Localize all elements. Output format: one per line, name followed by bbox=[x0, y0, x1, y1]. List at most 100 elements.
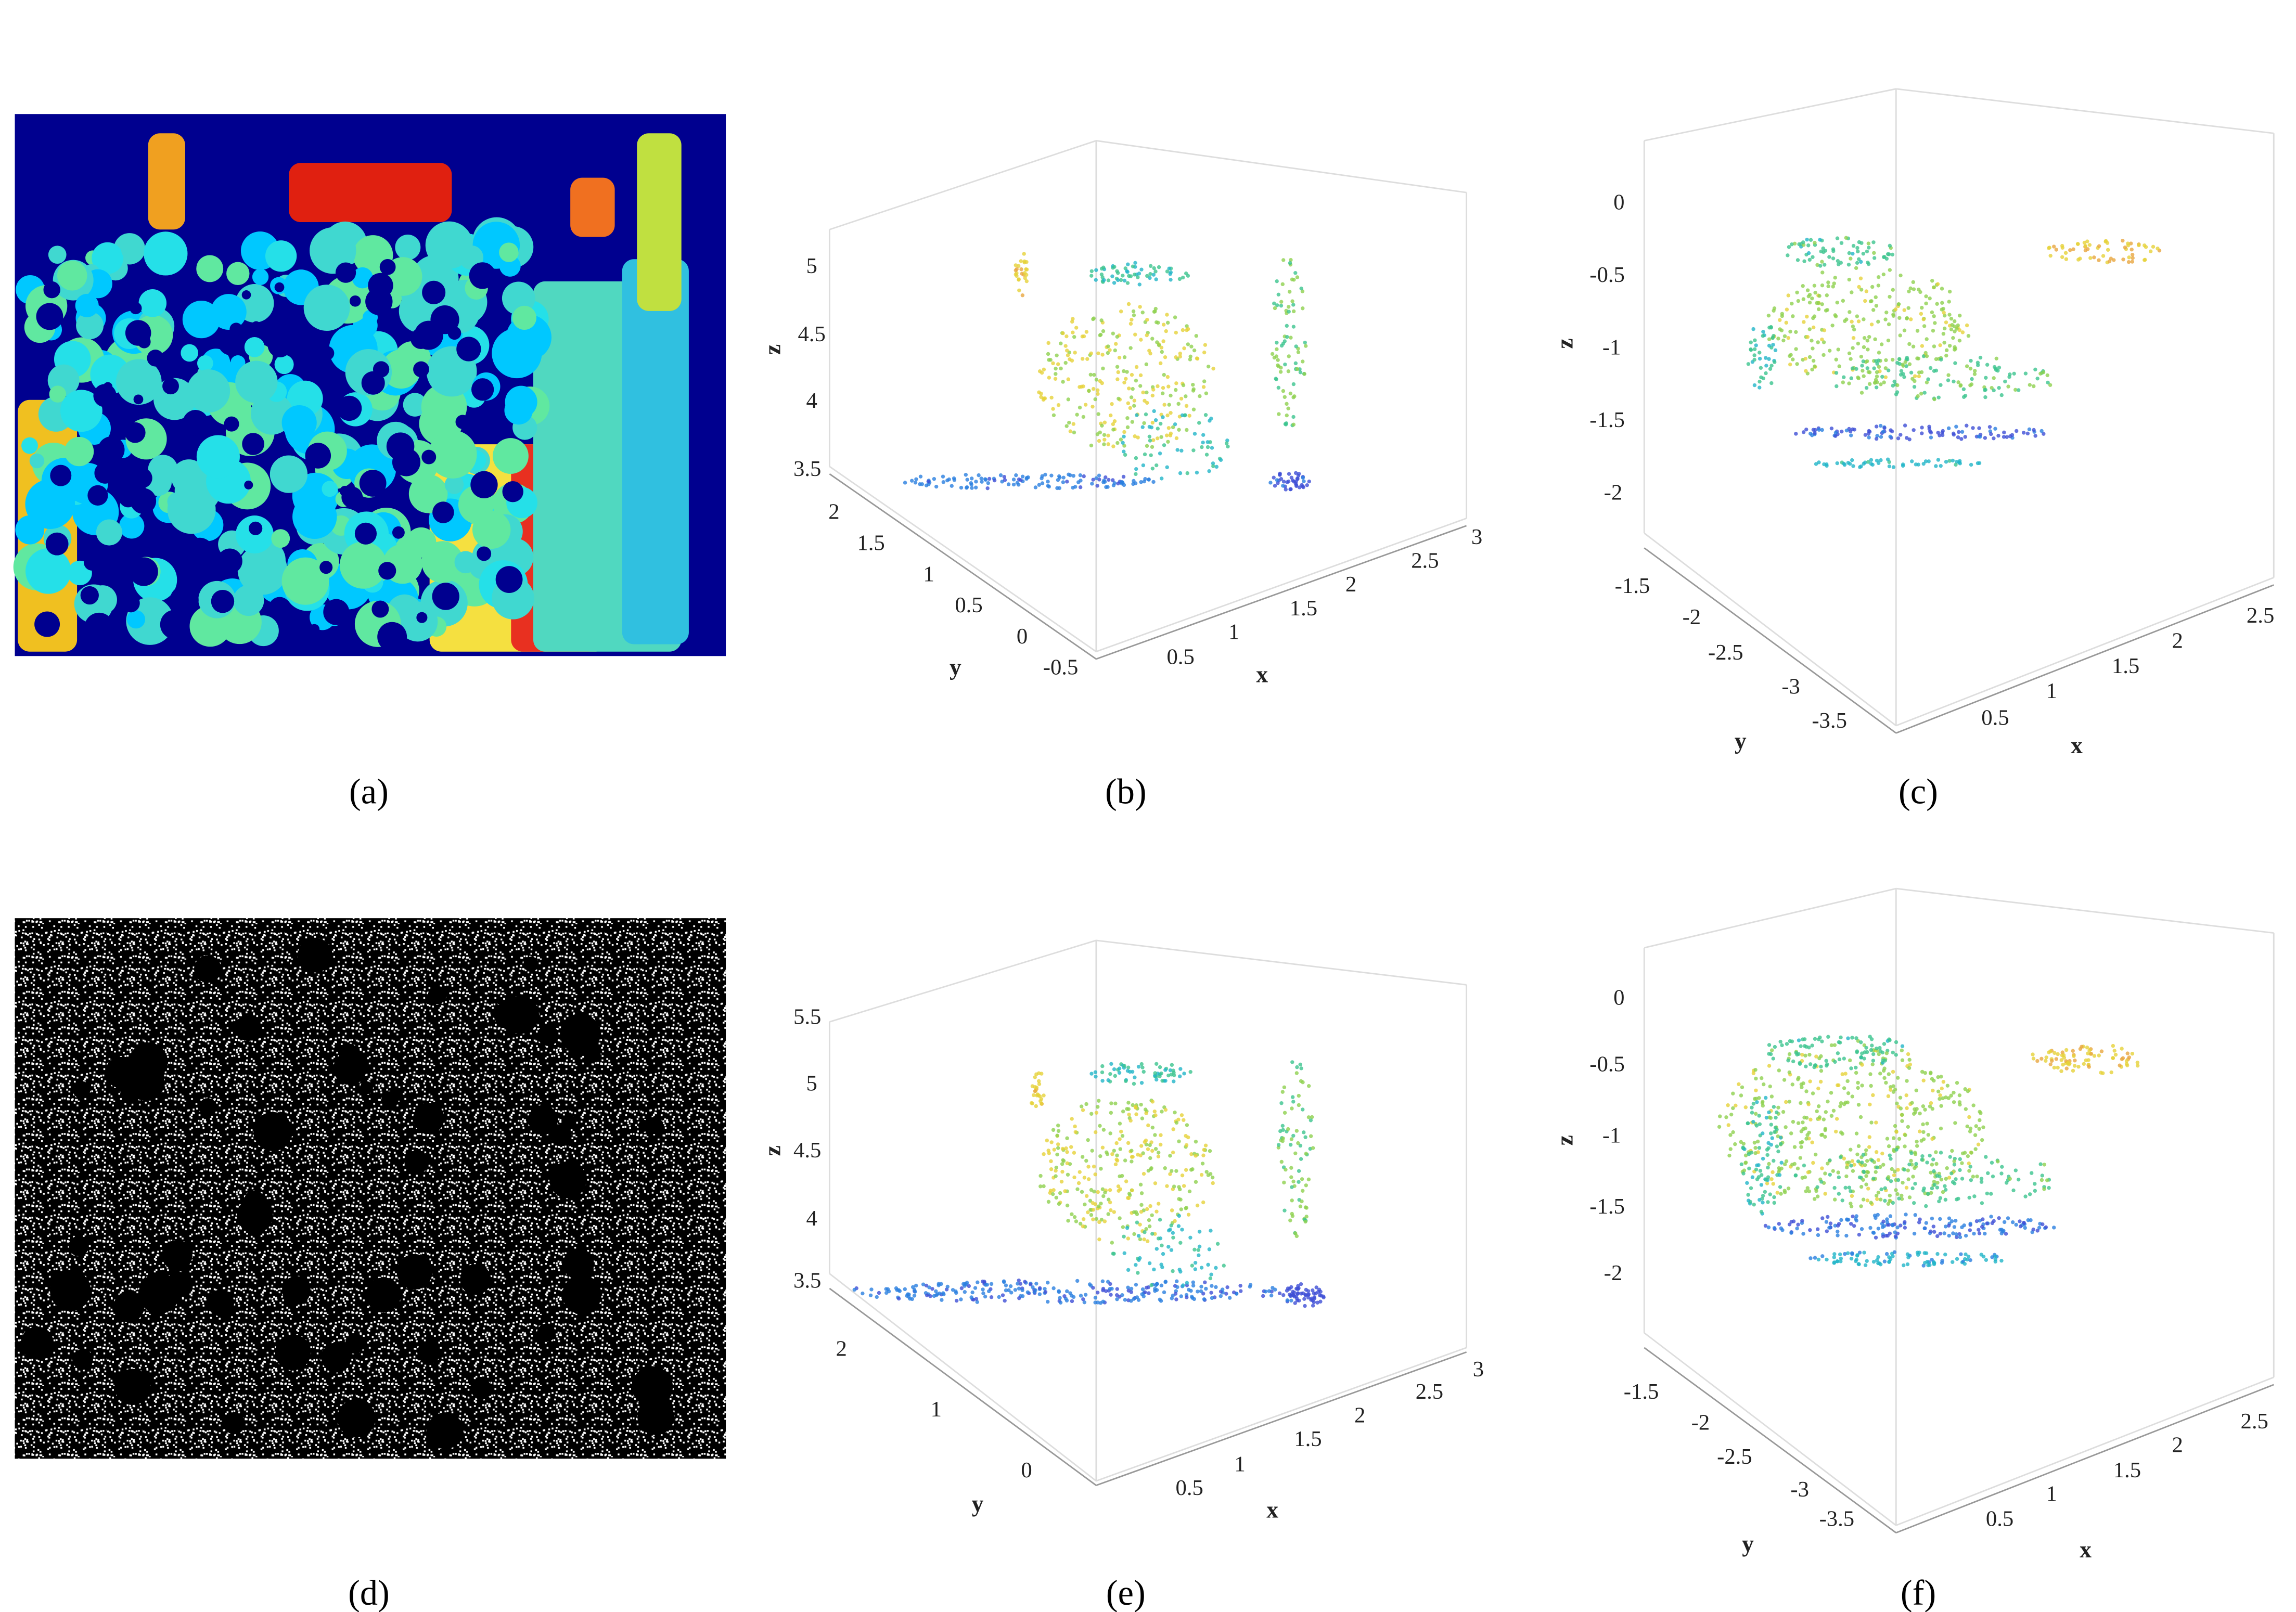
depth-hole bbox=[119, 489, 137, 508]
point bbox=[1125, 269, 1129, 273]
point bbox=[1881, 430, 1885, 434]
point bbox=[1780, 1043, 1784, 1048]
point bbox=[1047, 376, 1051, 380]
point bbox=[1089, 269, 1094, 273]
point bbox=[1876, 275, 1881, 279]
binary-hole bbox=[494, 1001, 520, 1028]
point bbox=[1188, 357, 1192, 362]
point bbox=[1134, 1262, 1138, 1267]
point bbox=[1096, 1204, 1101, 1208]
point bbox=[1115, 1153, 1119, 1157]
point bbox=[1803, 1126, 1807, 1130]
point bbox=[1741, 1145, 1745, 1150]
point bbox=[1860, 364, 1864, 368]
point bbox=[1194, 334, 1199, 338]
point bbox=[1314, 1291, 1318, 1296]
point bbox=[1088, 1208, 1093, 1212]
point bbox=[1936, 458, 1941, 462]
point bbox=[1863, 299, 1867, 303]
point bbox=[1878, 1262, 1883, 1267]
point bbox=[1799, 1129, 1804, 1133]
point bbox=[1063, 360, 1068, 365]
point bbox=[1895, 383, 1900, 388]
point bbox=[1138, 1182, 1143, 1187]
point bbox=[1933, 321, 1937, 325]
point bbox=[1162, 443, 1166, 447]
point bbox=[1797, 1038, 1801, 1042]
point bbox=[2052, 1065, 2057, 1070]
point bbox=[1294, 483, 1299, 487]
point bbox=[2048, 1049, 2053, 1053]
point bbox=[1845, 1079, 1850, 1084]
point bbox=[1791, 1219, 1796, 1223]
point bbox=[1875, 1197, 1879, 1201]
point bbox=[1776, 1149, 1780, 1154]
point bbox=[930, 1287, 934, 1291]
y-axis-title: y bbox=[1742, 1530, 1754, 1557]
depth-hole bbox=[502, 481, 523, 502]
point bbox=[1298, 370, 1303, 375]
point bbox=[2013, 388, 2018, 392]
point bbox=[1281, 1136, 1285, 1141]
point bbox=[1188, 1069, 1192, 1074]
point bbox=[1111, 444, 1115, 448]
point bbox=[1980, 1138, 1984, 1142]
point bbox=[2017, 1177, 2021, 1182]
point bbox=[1887, 1255, 1891, 1259]
point bbox=[1787, 1070, 1791, 1075]
point bbox=[1148, 276, 1152, 280]
point bbox=[1869, 323, 1874, 327]
point bbox=[1887, 1144, 1891, 1149]
point bbox=[1306, 1295, 1311, 1300]
point bbox=[1942, 314, 1947, 318]
point bbox=[1056, 362, 1060, 366]
point bbox=[1895, 1225, 1900, 1230]
point bbox=[1071, 485, 1075, 490]
point bbox=[1092, 1190, 1096, 1194]
point bbox=[1878, 1072, 1882, 1076]
point bbox=[1065, 349, 1069, 353]
depth-hole bbox=[249, 521, 263, 535]
point bbox=[937, 1282, 941, 1286]
point bbox=[1153, 1147, 1158, 1151]
point bbox=[1984, 1258, 1989, 1262]
point bbox=[1968, 1165, 1972, 1169]
point bbox=[1811, 325, 1816, 330]
point bbox=[1976, 360, 1980, 365]
point bbox=[1857, 1175, 1862, 1180]
point bbox=[1122, 434, 1126, 439]
point bbox=[1032, 1093, 1036, 1098]
point bbox=[1805, 314, 1809, 319]
point bbox=[1301, 359, 1305, 364]
point bbox=[1812, 1197, 1817, 1201]
point bbox=[1173, 1110, 1177, 1115]
point bbox=[1024, 475, 1029, 480]
point bbox=[1940, 1260, 1944, 1265]
point bbox=[1812, 283, 1817, 288]
point bbox=[1023, 276, 1027, 280]
point bbox=[1931, 1157, 1935, 1162]
depth-blob bbox=[244, 337, 265, 357]
point bbox=[981, 1279, 985, 1284]
point bbox=[1804, 1064, 1808, 1068]
point bbox=[1112, 1210, 1117, 1214]
point bbox=[1922, 1226, 1927, 1231]
point bbox=[1184, 1168, 1188, 1172]
point bbox=[1953, 345, 1957, 350]
point bbox=[1168, 1172, 1172, 1176]
point bbox=[1820, 428, 1824, 432]
point bbox=[1070, 1212, 1074, 1216]
point bbox=[2018, 1219, 2022, 1223]
point bbox=[1759, 366, 1763, 370]
point bbox=[1918, 1217, 1922, 1221]
point bbox=[1122, 1251, 1126, 1255]
point bbox=[1801, 1120, 1805, 1125]
point bbox=[2109, 1070, 2113, 1075]
depth-hole bbox=[164, 621, 178, 635]
depth-hole bbox=[170, 586, 199, 615]
point bbox=[1051, 361, 1055, 366]
point bbox=[1761, 330, 1765, 334]
point bbox=[1795, 362, 1799, 366]
point bbox=[1807, 1046, 1811, 1050]
point bbox=[1871, 240, 1876, 244]
